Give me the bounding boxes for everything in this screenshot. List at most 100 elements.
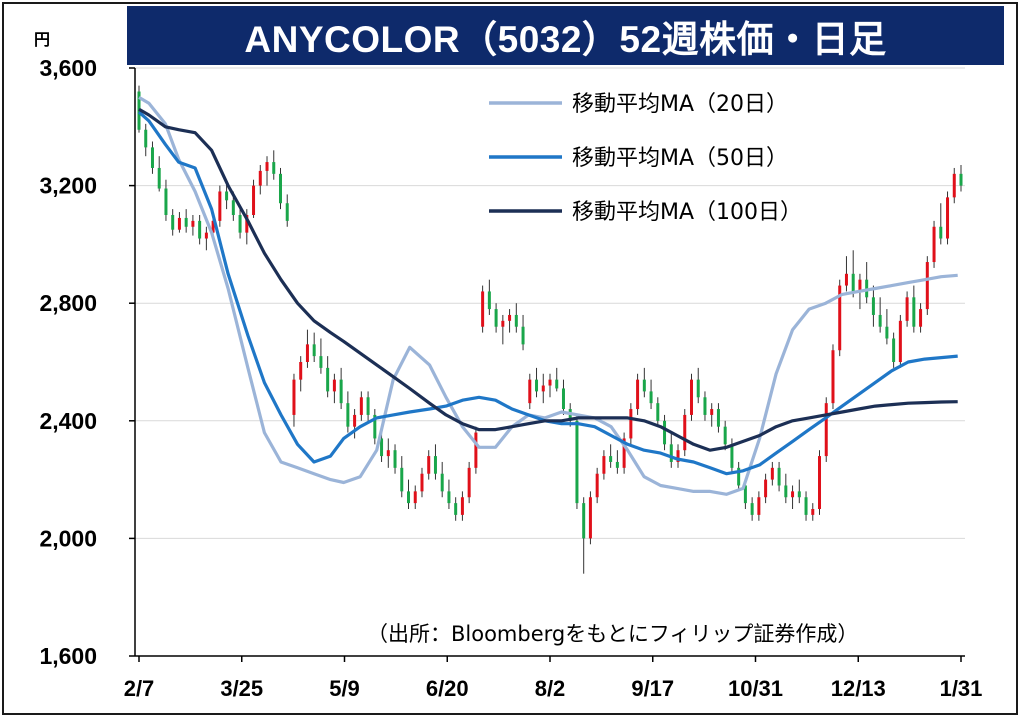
y-tick-label: 3,600 [39, 55, 97, 81]
candle-body [609, 456, 613, 462]
x-tick-label: 9/17 [631, 676, 674, 701]
y-tick-label: 2,800 [39, 290, 97, 316]
candle [164, 179, 168, 221]
candle [420, 467, 424, 498]
candle [265, 156, 269, 186]
candle-body [555, 379, 559, 389]
candle-body [278, 173, 282, 204]
candle-body [211, 220, 215, 233]
x-tick-label: 2/7 [124, 676, 155, 701]
candle-body [380, 438, 384, 457]
candle [467, 461, 471, 504]
candle [272, 150, 276, 180]
legend-label: 移動平均MA（20日） [572, 92, 788, 117]
candle-body [171, 215, 175, 230]
candle-body [366, 397, 370, 415]
candle [353, 409, 357, 439]
candle [865, 262, 869, 304]
candle [750, 497, 754, 521]
candle-body [858, 279, 862, 292]
candle [407, 479, 411, 509]
candle-body [777, 467, 781, 486]
candle [548, 373, 552, 398]
candle-body [844, 273, 848, 286]
candle [198, 215, 202, 245]
candle [521, 314, 525, 351]
candle [299, 356, 303, 392]
candle [481, 285, 485, 333]
candle [508, 309, 512, 333]
candle-body [231, 200, 235, 215]
candle [366, 391, 370, 421]
candle [427, 450, 431, 480]
candle [689, 373, 693, 421]
candle-body [575, 420, 579, 504]
candle-body [467, 467, 471, 498]
candle [946, 191, 950, 245]
candle-body [878, 314, 882, 327]
candle-body [636, 379, 640, 410]
candle-body [939, 226, 943, 239]
candle [818, 450, 822, 515]
candle-body [932, 226, 936, 263]
candle-body [892, 338, 896, 362]
candle-body [541, 385, 545, 392]
ma-line-3 [138, 107, 958, 452]
candle [433, 444, 437, 480]
candle-body [514, 314, 518, 327]
candle [629, 403, 633, 445]
legend-label: 移動平均MA（50日） [572, 146, 788, 171]
candle [346, 391, 350, 433]
candle [393, 444, 397, 474]
candle-body [521, 326, 525, 345]
candle-body [474, 432, 478, 468]
candle [838, 279, 842, 357]
candle [225, 182, 229, 210]
candle-body [710, 409, 714, 415]
candle [844, 256, 848, 292]
candle-body [871, 297, 875, 315]
candle [642, 367, 646, 398]
candle-body [689, 379, 693, 415]
candle-body [359, 397, 363, 415]
candle [171, 209, 175, 236]
candle [770, 461, 774, 486]
candle [919, 303, 923, 333]
candle [528, 373, 532, 410]
candle [871, 285, 875, 327]
candle-body [919, 309, 923, 327]
candle-body [427, 456, 431, 474]
candle [676, 444, 680, 468]
candle [312, 332, 316, 362]
candle-body [447, 491, 451, 504]
candle-body [144, 129, 148, 148]
candle-body [150, 147, 154, 168]
candle-body [285, 203, 289, 221]
y-unit-label: 円 [34, 32, 51, 49]
candle [939, 203, 943, 245]
x-axis: 2/7 3/25 5/9 6/20 8/2 9/17 10/31 12/13 1/31 [124, 655, 982, 701]
candle [595, 467, 599, 504]
candle-body [723, 426, 727, 445]
candle-body [629, 409, 633, 439]
candle [555, 367, 559, 392]
candle [561, 379, 565, 415]
candle [669, 432, 673, 468]
candle-body [696, 379, 700, 398]
candle-body [353, 414, 357, 427]
candle-body [743, 485, 747, 504]
candle-body [676, 450, 680, 462]
candle [622, 432, 626, 474]
candle-body [460, 497, 464, 515]
candle-body [750, 503, 754, 515]
candle-body [191, 220, 195, 227]
candle [811, 503, 815, 521]
candle-body [164, 188, 168, 215]
moving-average-lines [137, 96, 958, 496]
candle-body [252, 185, 256, 215]
candle-body [622, 438, 626, 468]
candle [440, 461, 444, 498]
candle-body [204, 232, 208, 239]
